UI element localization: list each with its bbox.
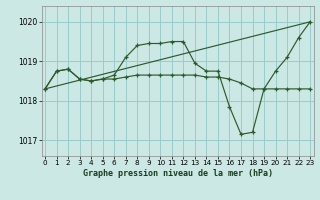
X-axis label: Graphe pression niveau de la mer (hPa): Graphe pression niveau de la mer (hPa) bbox=[83, 169, 273, 178]
